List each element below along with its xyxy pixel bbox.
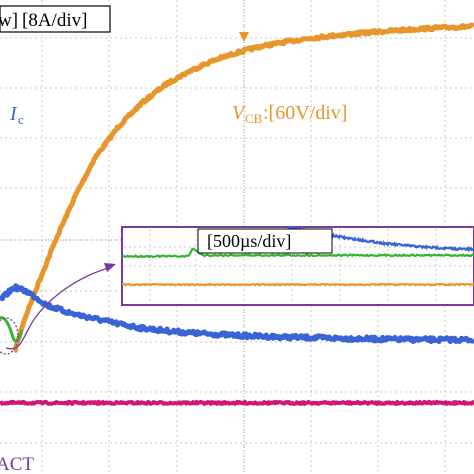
main-traces bbox=[0, 22, 474, 406]
zoom-pointer-arrowhead bbox=[104, 263, 116, 272]
zoom-region-marker bbox=[0, 317, 19, 355]
inset-timebase-label: [500µs/div] bbox=[207, 231, 291, 251]
vcb-subscript: CB bbox=[245, 111, 263, 126]
magenta-trace bbox=[0, 399, 474, 406]
inset-vcb-trace bbox=[122, 282, 474, 287]
scale-label-voltage-tail: w] bbox=[0, 10, 18, 31]
trigger-marker bbox=[239, 32, 249, 42]
inset-timebase-box bbox=[197, 228, 333, 254]
scale-label-current: [8A/div] bbox=[22, 10, 87, 31]
ic-symbol: I bbox=[9, 103, 18, 125]
ic-trace bbox=[0, 283, 474, 345]
scale-label-box bbox=[0, 5, 111, 33]
inset-green-trace bbox=[121, 247, 474, 259]
vcb-trace bbox=[12, 22, 474, 354]
vcb-symbol: V bbox=[232, 102, 247, 124]
vcb-scale: :[60V/div] bbox=[263, 102, 347, 124]
zoom-pointer-line bbox=[5, 267, 109, 350]
ic-subscript: c bbox=[18, 112, 24, 127]
bottom-trace-label: ACT bbox=[0, 454, 34, 474]
inset-grid bbox=[124, 229, 472, 303]
